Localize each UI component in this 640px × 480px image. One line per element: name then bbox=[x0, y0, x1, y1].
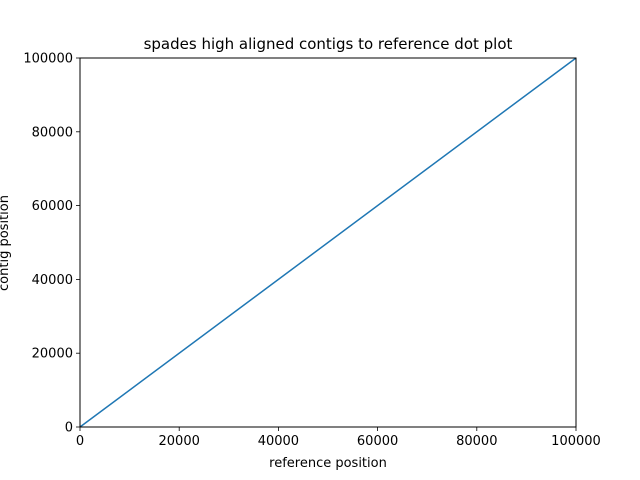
y-tick-label: 80000 bbox=[32, 125, 73, 140]
series-line-0 bbox=[79, 57, 577, 428]
y-tick-label: 40000 bbox=[32, 273, 73, 288]
y-tick-label: 60000 bbox=[32, 199, 73, 214]
plot-area-frame bbox=[79, 57, 577, 428]
x-tick-label: 80000 bbox=[456, 434, 497, 449]
y-axis-ticks: 0 20000 40000 60000 80000 100000 bbox=[23, 52, 80, 436]
y-tick-label: 100000 bbox=[23, 52, 73, 67]
x-axis-label: reference position bbox=[269, 456, 387, 471]
series-layer bbox=[79, 57, 577, 428]
x-tick-label: 20000 bbox=[159, 434, 200, 449]
y-tick-label: 20000 bbox=[32, 347, 73, 362]
x-tick-label: 60000 bbox=[357, 434, 398, 449]
y-tick-label: 0 bbox=[65, 421, 73, 436]
x-tick-label: 100000 bbox=[551, 434, 601, 449]
x-axis-ticks: 0 20000 40000 60000 80000 100000 bbox=[76, 427, 601, 449]
x-tick-label: 40000 bbox=[258, 434, 299, 449]
x-tick-label: 0 bbox=[76, 434, 84, 449]
y-axis-label: contig position bbox=[0, 195, 12, 291]
chart-title: spades high aligned contigs to reference… bbox=[144, 35, 513, 53]
